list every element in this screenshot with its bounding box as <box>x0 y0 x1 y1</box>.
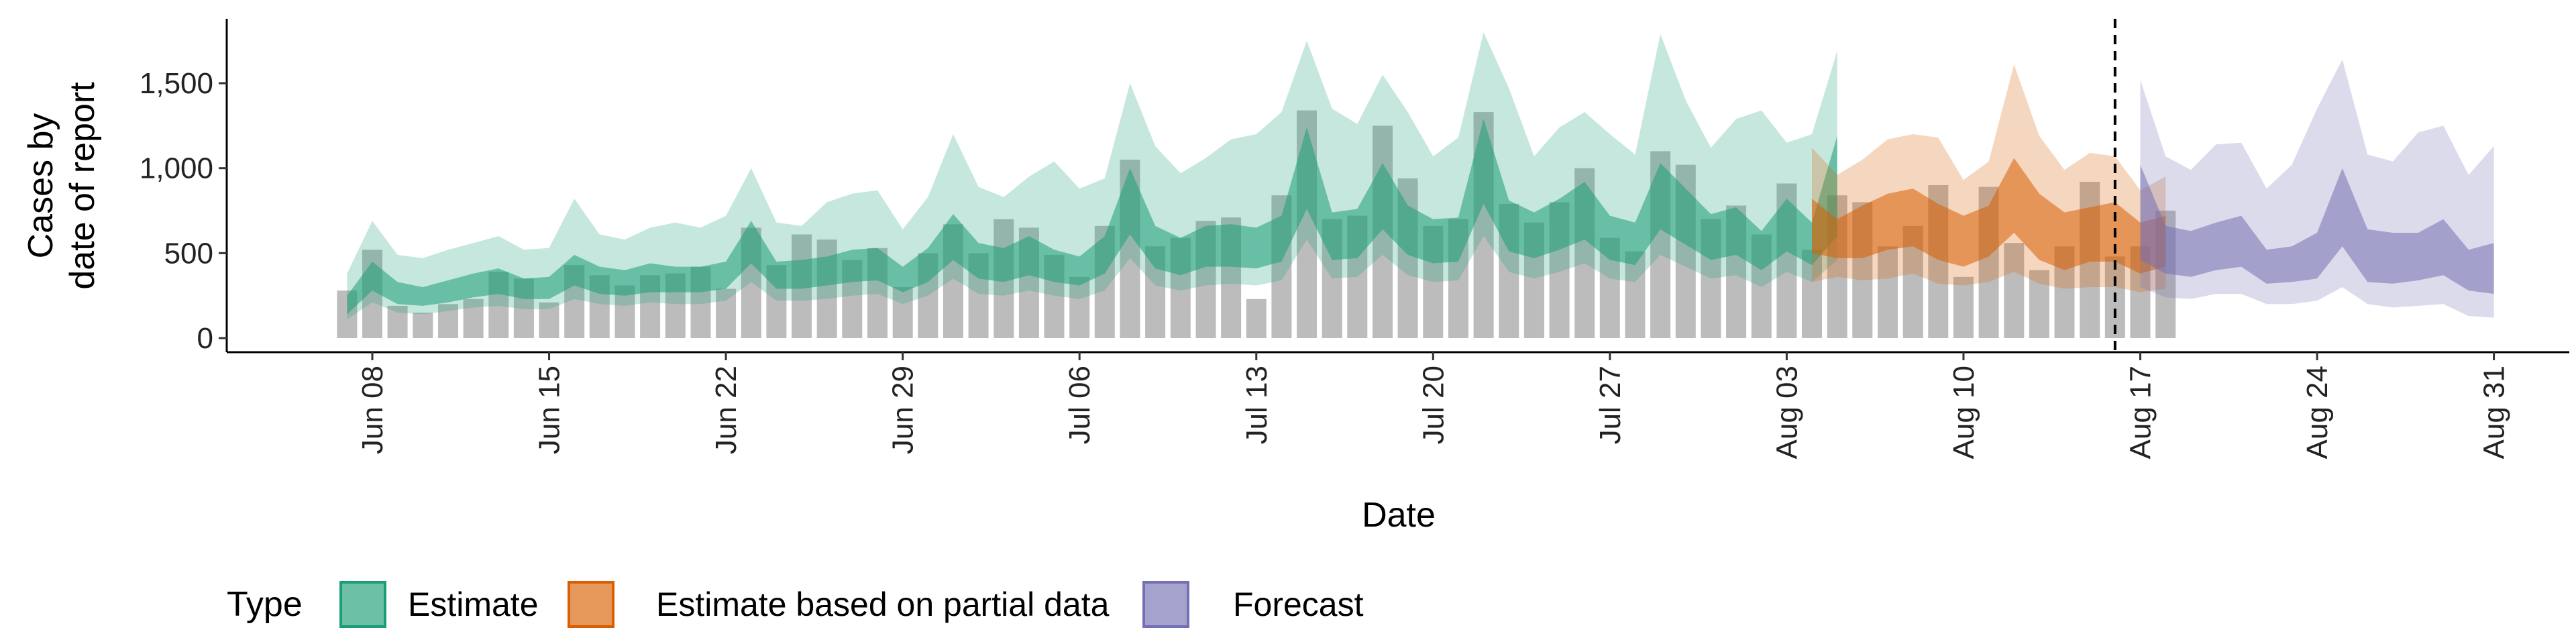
x-tick-label: Jul 27 <box>1594 366 1627 444</box>
case-bar <box>892 287 913 338</box>
x-tick-label: Jul 20 <box>1417 366 1450 444</box>
y-axis-title-line-1: Cases by <box>21 113 60 259</box>
case-bar <box>1953 276 1974 338</box>
y-axis-title-line-2: date of report <box>63 82 102 290</box>
x-tick-label: Jul 06 <box>1063 366 1096 444</box>
legend-swatch-estimate <box>339 581 386 628</box>
x-tick-label: Jun 08 <box>356 366 389 454</box>
estimate-band-50 <box>347 119 1837 315</box>
y-tick-label: 0 <box>197 322 213 355</box>
case-bar <box>1878 246 1898 338</box>
partial-band-50 <box>1812 158 2166 274</box>
y-tick-label: 1,500 <box>140 67 213 100</box>
x-tick-label: Aug 10 <box>1947 366 1980 459</box>
case-bar <box>413 313 433 338</box>
legend-swatch-partial <box>568 581 614 628</box>
forecast-band-50 <box>2140 164 2494 294</box>
legend-label-estimate: Estimate <box>408 586 539 623</box>
y-axis-ticks: 0 500 1,000 1,500 <box>140 67 227 355</box>
case-bar <box>1246 299 1267 338</box>
case-bar <box>539 302 559 338</box>
legend-label-partial: Estimate based on partial data <box>656 586 1110 623</box>
x-tick-label: Jun 22 <box>710 366 743 454</box>
case-bar <box>438 304 458 338</box>
case-bar <box>2029 270 2049 338</box>
legend-swatch-forecast <box>1142 581 1189 628</box>
case-bar <box>716 288 737 338</box>
legend: Type Estimate Estimate based on partial … <box>227 581 1364 628</box>
series-forecast <box>2140 59 2494 318</box>
x-tick-label: Jun 15 <box>533 366 566 454</box>
x-tick-label: Jun 29 <box>887 366 920 454</box>
x-axis-ticks: Jun 08 Jun 15 Jun 22 Jun 29 Jul 06 Jul 13 Jul … <box>356 352 2511 459</box>
case-bar <box>1625 251 1646 338</box>
x-tick-label: Aug 24 <box>2301 366 2334 459</box>
series-estimate <box>347 32 1837 320</box>
case-bar <box>1069 276 1090 338</box>
legend-label-forecast: Forecast <box>1233 586 1364 623</box>
series-partial <box>1812 64 2166 292</box>
x-tick-label: Aug 17 <box>2125 366 2157 459</box>
forecast-band-90 <box>2140 59 2494 318</box>
case-bar <box>463 299 484 338</box>
x-tick-label: Aug 03 <box>1770 366 1803 459</box>
x-tick-label: Jul 13 <box>1240 366 1273 444</box>
x-tick-label: Aug 31 <box>2478 366 2511 459</box>
y-tick-label: 500 <box>164 237 213 270</box>
y-tick-label: 1,000 <box>140 152 213 185</box>
legend-title: Type <box>227 585 303 624</box>
case-bar <box>2004 243 2025 338</box>
x-axis-title: Date <box>1362 496 1436 535</box>
estimate-band-90 <box>347 32 1837 320</box>
case-bar <box>387 305 408 338</box>
bands-layer <box>347 32 2494 320</box>
